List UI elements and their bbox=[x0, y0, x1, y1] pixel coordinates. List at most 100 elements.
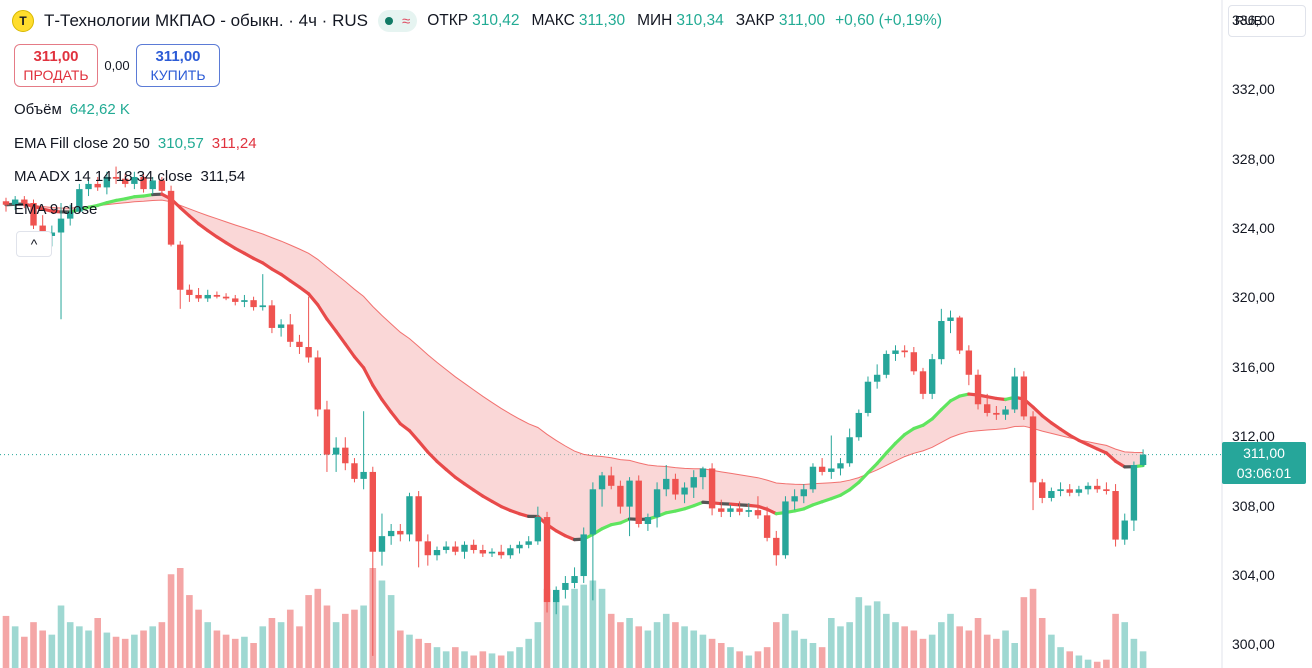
candle-body bbox=[1011, 376, 1018, 410]
buy-button[interactable]: 311,00 КУПИТЬ bbox=[136, 44, 220, 87]
ma-adx-segment bbox=[893, 432, 907, 445]
candle-body bbox=[617, 485, 624, 507]
volume-bar bbox=[1011, 643, 1018, 668]
market-status-pill[interactable]: ≈ bbox=[377, 10, 418, 32]
legend-volume[interactable]: Объём 642,62 K bbox=[14, 101, 130, 118]
market-status-dot-icon bbox=[384, 17, 393, 25]
instrument-title[interactable]: Т-Технологии МКПАО - обыкн. · 4ч · RUS bbox=[44, 11, 368, 30]
candle-body bbox=[598, 475, 606, 490]
legend-ema-fill[interactable]: EMA Fill close 20 50 310,57 311,24 bbox=[14, 135, 257, 152]
ma-adx-segment bbox=[224, 241, 237, 250]
candle-body bbox=[406, 496, 413, 535]
ma-adx-segment bbox=[884, 441, 898, 455]
candle-body bbox=[488, 551, 496, 554]
candle-body bbox=[773, 537, 780, 556]
ma-adx-label: MA ADX 14 14 18 34 close bbox=[14, 168, 193, 185]
volume-bar bbox=[406, 634, 413, 668]
ma-adx-segment bbox=[206, 228, 219, 239]
candle-body bbox=[287, 324, 294, 342]
volume-bar bbox=[543, 588, 551, 668]
open-value: 310,42 bbox=[472, 12, 520, 29]
volume-bar bbox=[103, 632, 111, 668]
ma-adx-segment bbox=[334, 329, 347, 346]
currency-selector[interactable]: RUB bbox=[1228, 5, 1306, 37]
ma-adx-segment bbox=[1095, 447, 1109, 455]
volume-bar bbox=[250, 643, 257, 668]
candle-body bbox=[204, 294, 211, 299]
volume-bar bbox=[727, 647, 734, 668]
candle-body bbox=[754, 510, 762, 516]
volume-value: 642,62 K bbox=[69, 101, 130, 118]
candle-body bbox=[727, 508, 734, 512]
ma-adx-segment bbox=[554, 529, 567, 538]
volume-bar bbox=[1075, 655, 1083, 668]
volume-bar bbox=[516, 647, 523, 668]
volume-bar bbox=[1112, 613, 1119, 668]
candle-body bbox=[378, 536, 386, 552]
candle-timer: 03:06:01 bbox=[1236, 465, 1292, 481]
volume-bar bbox=[488, 653, 496, 668]
volume-bar bbox=[176, 568, 184, 668]
candle-body bbox=[663, 478, 670, 490]
chevron-up-icon: ^ bbox=[30, 236, 38, 252]
ma-adx-segment bbox=[297, 285, 311, 296]
candle-body bbox=[571, 576, 578, 583]
candle-body bbox=[461, 544, 468, 552]
volume-bar bbox=[507, 651, 514, 668]
ma-adx-segment bbox=[682, 504, 696, 511]
change-value: +0,60 (+0,19%) bbox=[835, 12, 942, 29]
legend-ma-adx[interactable]: MA ADX 14 14 18 34 close 311,54 bbox=[14, 168, 245, 185]
candle-body bbox=[956, 317, 963, 351]
price-tick-label: 300,00 bbox=[1232, 636, 1275, 653]
ma-adx-segment bbox=[187, 214, 201, 226]
ma-adx-segment bbox=[178, 206, 191, 218]
candle-body bbox=[21, 199, 28, 204]
volume-bar bbox=[241, 636, 248, 668]
volume-bar bbox=[745, 655, 753, 668]
trade-panel: 311,00 ПРОДАТЬ 0,00 311,00 КУПИТЬ bbox=[14, 44, 220, 87]
candle-body bbox=[131, 176, 138, 184]
ma-adx-segment bbox=[1058, 427, 1072, 437]
ma-adx-segment bbox=[1086, 443, 1099, 451]
price-tick-label: 332,00 bbox=[1232, 81, 1275, 98]
volume-bar bbox=[1066, 651, 1074, 668]
volume-bar bbox=[231, 638, 239, 668]
candle-body bbox=[332, 447, 340, 455]
ma-adx-segment bbox=[288, 279, 302, 289]
candle-body bbox=[2, 201, 10, 205]
candle-body bbox=[177, 244, 184, 290]
ma-adx-segment bbox=[618, 517, 632, 525]
ma-adx-segment bbox=[472, 488, 485, 498]
sell-button[interactable]: 311,00 ПРОДАТЬ bbox=[14, 44, 98, 87]
price-tick-label: 324,00 bbox=[1232, 220, 1275, 237]
candle-body bbox=[901, 350, 908, 353]
spread-value: 0,00 bbox=[104, 58, 130, 73]
candle-body bbox=[452, 546, 459, 552]
candle-body bbox=[1121, 520, 1128, 540]
legend-ema9[interactable]: EMA 9 close bbox=[14, 201, 97, 218]
candle-body bbox=[910, 352, 918, 372]
candle-body bbox=[140, 176, 147, 190]
ma-adx-segment bbox=[948, 394, 962, 403]
candle-body bbox=[672, 478, 679, 495]
candle-body bbox=[369, 471, 376, 552]
candle-body bbox=[66, 211, 74, 219]
volume-bar bbox=[360, 605, 367, 668]
ma-adx-segment bbox=[600, 523, 613, 531]
candle-body bbox=[791, 496, 798, 502]
volume-bar bbox=[213, 630, 221, 668]
ma-adx-segment bbox=[848, 480, 861, 492]
candle-body bbox=[965, 350, 973, 375]
candle-body bbox=[11, 199, 19, 205]
candle-body bbox=[635, 480, 642, 524]
volume-bar bbox=[1020, 597, 1028, 668]
candle-body bbox=[433, 550, 441, 556]
volume-bar bbox=[66, 622, 74, 668]
collapse-legend-button[interactable]: ^ bbox=[16, 231, 52, 257]
volume-bar bbox=[681, 626, 688, 668]
volume-bar bbox=[1057, 647, 1064, 668]
candle-body bbox=[232, 298, 239, 302]
volume-bar bbox=[763, 647, 771, 668]
candle-body bbox=[516, 544, 523, 549]
